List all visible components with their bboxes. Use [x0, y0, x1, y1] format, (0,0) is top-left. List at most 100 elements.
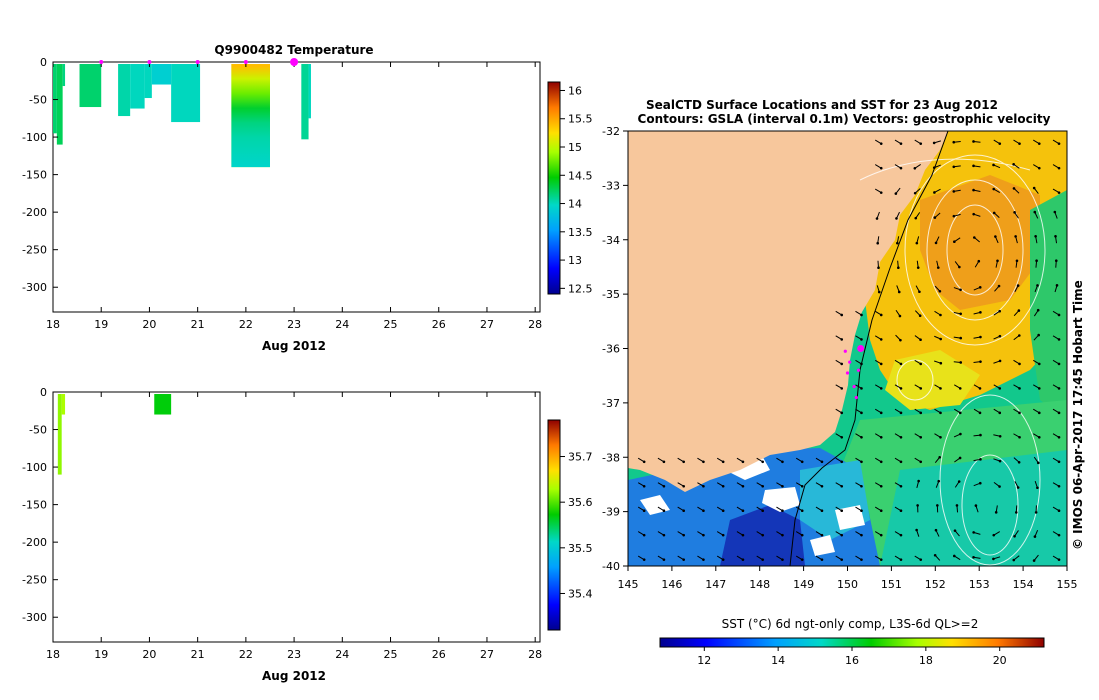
p2-xtick-label-7: 25 [384, 648, 398, 661]
vector-head-152 [959, 336, 963, 340]
p1-cbtick-label-3: 14.5 [568, 169, 593, 182]
vector-head-89 [879, 558, 883, 561]
vector-head-168 [978, 286, 982, 289]
vector-head-217 [1037, 166, 1041, 170]
vector-head-56 [840, 460, 844, 464]
vector-head-209 [1018, 411, 1021, 415]
vector-head-22 [721, 509, 725, 513]
temperature-x-label: Aug 2012 [262, 339, 326, 353]
vector-head-204 [1016, 284, 1020, 287]
vector-head-172 [978, 387, 982, 390]
vector-head-95 [897, 266, 900, 270]
map-xtick-label-0: 145 [618, 578, 639, 591]
vector-head-246 [1057, 436, 1061, 439]
vector-head-66 [860, 436, 863, 439]
map-xtick-label-1: 146 [661, 578, 682, 591]
vector-head-153 [959, 361, 963, 364]
map-ytick-label-2: -34 [602, 234, 620, 247]
sst-colorbar-ticks: 12 14 16 18 20 [697, 647, 1007, 667]
p1-ytick-label-3: -150 [22, 169, 47, 182]
vector-head-47 [820, 509, 824, 513]
vector-head-151 [959, 312, 962, 316]
sst-cbtick-label-3: 18 [919, 654, 933, 667]
vector-head-131 [936, 266, 940, 269]
vector-head-8 [662, 533, 666, 537]
vector-head-167 [977, 259, 981, 263]
vector-head-71 [860, 558, 863, 561]
vector-head-94 [896, 241, 899, 245]
p1-cbtick-label-7: 12.5 [568, 282, 593, 295]
vector-head-4 [642, 558, 646, 561]
vector-head-143 [933, 553, 937, 557]
p2-cbtick-label-2: 35.5 [568, 542, 593, 555]
vector-head-96 [897, 290, 901, 294]
vector-head-101 [899, 411, 903, 415]
sst-colorbar: SST (°C) 6d ngt-only comp, L3S-6d QL>=2 … [659, 617, 1045, 667]
vector-head-135 [939, 361, 943, 365]
p1-profile-8 [171, 64, 201, 123]
p1-profile-10 [301, 64, 309, 140]
vector-head-39 [781, 558, 784, 561]
vector-head-221 [1035, 259, 1038, 263]
vector-head-140 [937, 479, 941, 483]
temperature-panel: Q9900482 Temperature 0 -50 -100 -150 -200 -25… [22, 43, 592, 353]
vector-head-17 [702, 509, 705, 513]
sst-hot-core [920, 175, 1040, 310]
imos-credit: © IMOS 06-Apr-2017 17:45 Hobart Time [1071, 280, 1085, 550]
vector-head-30 [761, 460, 765, 464]
vector-head-145 [952, 165, 956, 169]
vector-head-36 [781, 484, 784, 488]
map-xtick-label-3: 148 [749, 578, 770, 591]
vector-head-51 [840, 338, 844, 341]
vector-head-43 [800, 533, 804, 537]
vector-head-6 [662, 484, 666, 488]
vector-head-175 [979, 458, 982, 461]
vector-head-244 [1057, 387, 1061, 390]
vector-head-235 [1057, 166, 1061, 170]
vector-head-79 [879, 313, 883, 317]
temperature-profiles [53, 64, 311, 168]
p1-xtick-label-5: 23 [287, 318, 301, 331]
p2-cbtick-label-3: 35.4 [568, 587, 593, 600]
vector-head-185 [996, 259, 999, 263]
vector-head-10 [682, 460, 685, 464]
vector-head-192 [998, 434, 1002, 438]
vector-head-41 [800, 484, 804, 488]
vector-head-216 [1037, 142, 1041, 145]
vector-head-237 [1053, 210, 1057, 214]
sst-green-east [1030, 190, 1067, 420]
sst-cbtick-label-2: 16 [845, 654, 859, 667]
vector-head-157 [958, 456, 962, 460]
p1-xtick-label-8: 26 [432, 318, 446, 331]
vector-head-25 [741, 460, 745, 464]
map-field [628, 131, 1067, 566]
vector-head-196 [992, 533, 996, 537]
vector-head-229 [1036, 461, 1040, 465]
vector-head-18 [702, 533, 705, 537]
vector-head-11 [682, 484, 685, 488]
vector-head-247 [1057, 460, 1061, 464]
seal-location-3 [852, 384, 856, 389]
vector-head-201 [1013, 211, 1016, 214]
seal-ctd-locations [843, 345, 865, 400]
p1-profile-5 [130, 64, 145, 109]
vector-head-13 [682, 533, 685, 537]
p2-ytick-label-6: -300 [22, 611, 47, 624]
vector-head-136 [939, 387, 942, 390]
vector-head-72 [879, 142, 883, 145]
p1-profile-0 [53, 64, 57, 134]
vector-head-20 [721, 460, 725, 464]
vector-head-188 [998, 334, 1002, 338]
p1-xtick-label-7: 25 [384, 318, 398, 331]
vector-head-78 [877, 290, 881, 294]
vector-head-67 [860, 460, 863, 464]
vector-head-53 [840, 387, 844, 390]
sst-cbtick-label-0: 12 [697, 654, 711, 667]
vector-head-214 [1013, 534, 1016, 538]
vector-head-154 [958, 387, 962, 390]
vector-head-148 [953, 240, 956, 243]
vector-head-40 [800, 460, 804, 464]
vector-head-88 [879, 533, 883, 537]
vector-head-222 [1036, 284, 1039, 287]
temperature-y-ticks: 0 -50 -100 -150 -200 -250 -300 [22, 56, 58, 294]
